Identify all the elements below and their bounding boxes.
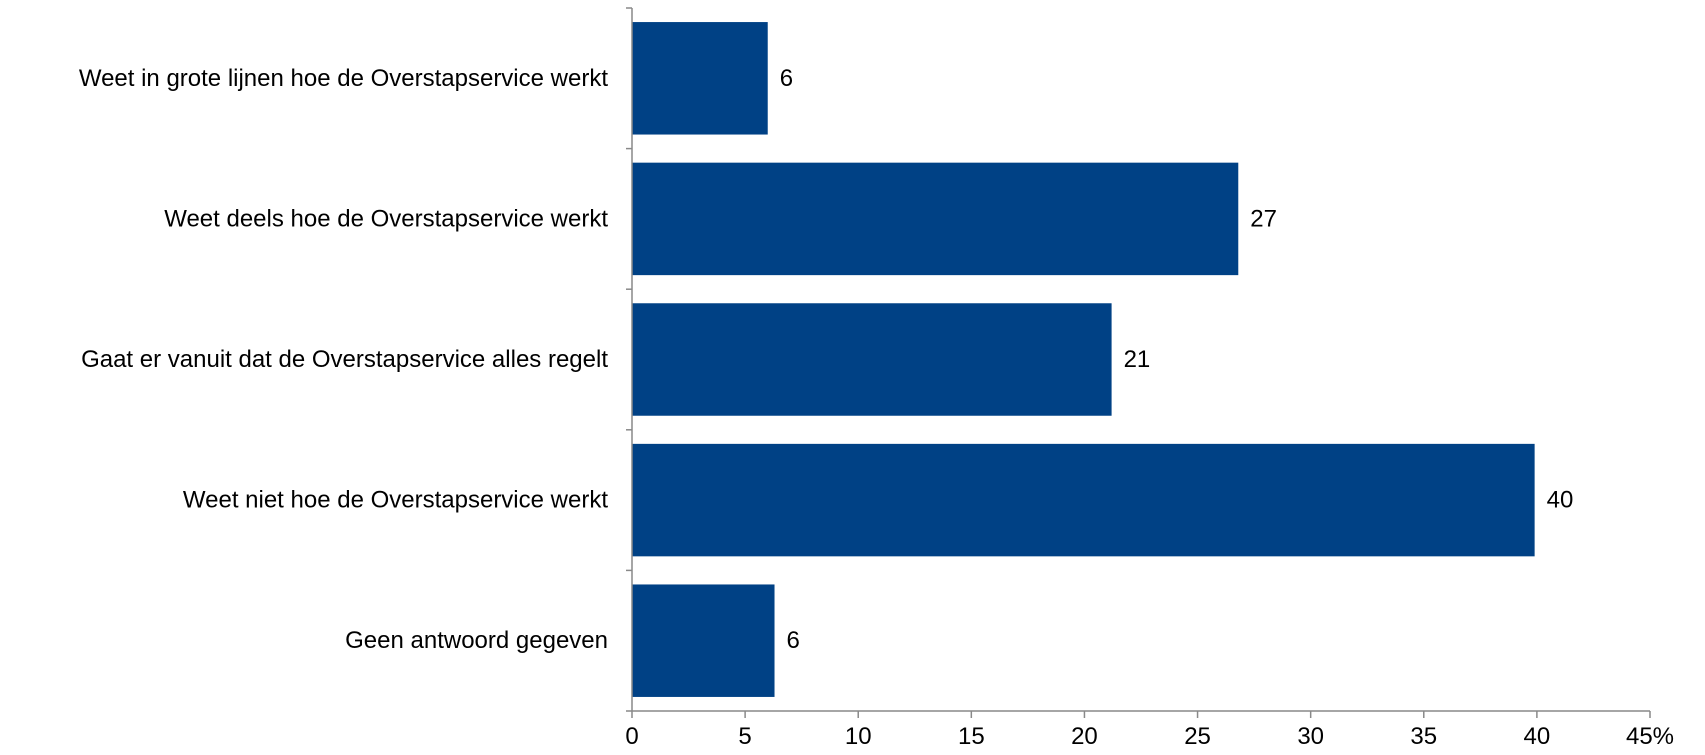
x-tick-label: 45%	[1626, 723, 1674, 750]
x-tick-label: 15	[958, 723, 985, 750]
data-label: 27	[1250, 205, 1277, 232]
x-tick-label: 10	[845, 723, 872, 750]
x-tick-label: 25	[1184, 723, 1211, 750]
bar	[632, 584, 775, 697]
x-tick-label: 40	[1524, 723, 1551, 750]
bar	[632, 22, 768, 135]
x-tick-label: 30	[1297, 723, 1324, 750]
data-label: 6	[780, 65, 793, 92]
x-tick-labels-group: 0 5 10 15 20 25 30 35 40 45%	[625, 723, 1674, 750]
bars-group	[632, 22, 1535, 697]
category-label: Gaat er vanuit dat de Overstapservice al…	[81, 346, 608, 373]
axes-group	[626, 7, 1651, 718]
bar	[632, 162, 1239, 276]
category-label: Weet deels hoe de Overstapservice werkt	[164, 205, 608, 232]
data-label: 21	[1124, 346, 1151, 373]
x-tick-label: 20	[1071, 723, 1098, 750]
bar	[632, 443, 1535, 557]
category-label: Weet in grote lijnen hoe de Overstapserv…	[79, 65, 608, 92]
category-labels-group: Weet in grote lijnen hoe de Overstapserv…	[79, 65, 608, 654]
data-label: 6	[787, 627, 800, 654]
x-tick-label: 0	[625, 723, 638, 750]
category-label: Geen antwoord gegeven	[345, 627, 608, 654]
x-tick-label: 35	[1410, 723, 1437, 750]
category-label: Weet niet hoe de Overstapservice werkt	[183, 487, 608, 514]
x-tick-label: 5	[738, 723, 751, 750]
bar	[632, 303, 1112, 416]
data-labels-group: 6 27 21 40 6	[780, 65, 1574, 654]
data-label: 40	[1547, 487, 1574, 514]
